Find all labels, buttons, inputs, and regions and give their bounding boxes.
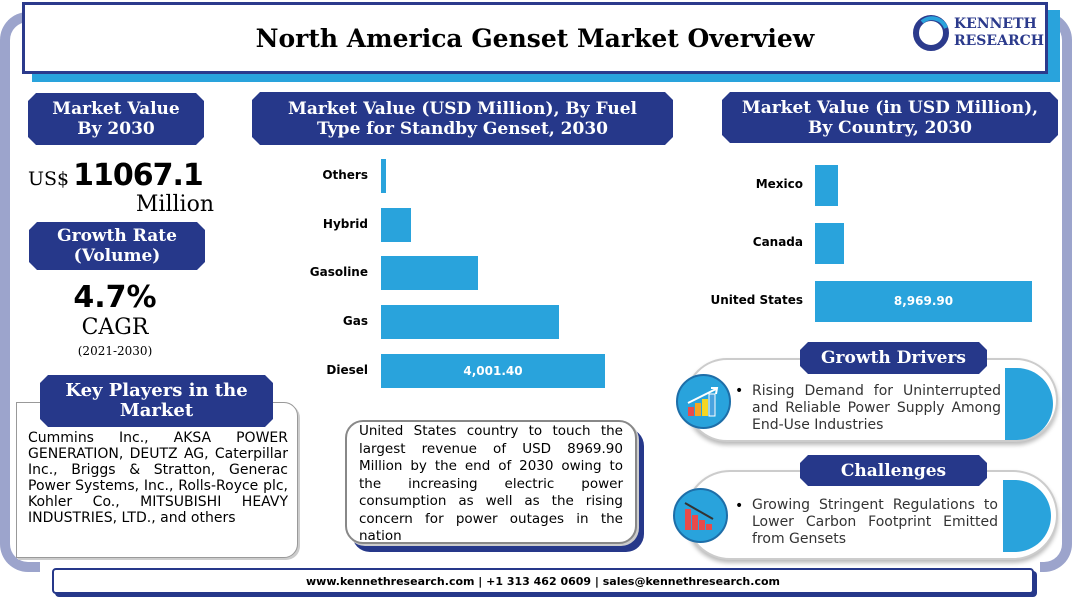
insight-box: United States country to touch the large… — [345, 420, 637, 544]
logo-swirl-icon — [913, 15, 949, 51]
logo-line1: KENNETH — [954, 16, 1037, 32]
footer: www.kennethresearch.com | +1 313 462 060… — [52, 568, 1034, 594]
bar — [815, 222, 845, 264]
bar: 4,001.40 — [381, 353, 605, 388]
tick-label: Hybrid — [322, 216, 368, 231]
tick-label: Gasoline — [309, 265, 368, 280]
data-label: 4,001.40 — [463, 363, 523, 378]
data-label: 8,969.90 — [893, 294, 954, 308]
bar — [381, 207, 411, 242]
tick-label: United States — [710, 293, 803, 307]
insight-text: United States country to touch the large… — [359, 423, 623, 544]
key-players-heading: Key Players in the Market — [40, 375, 273, 427]
bullet: • — [735, 498, 744, 514]
rising-bar-chart-icon — [676, 374, 731, 429]
cagr-period: (2021-2030) — [77, 344, 153, 358]
bullet: • — [735, 383, 744, 399]
tick-label: Mexico — [755, 177, 803, 191]
title-box: North America Genset Market Overview — [22, 2, 1048, 74]
tick-label: Canada — [752, 235, 803, 249]
drivers-text: Rising Demand for Uninterrupted and Reli… — [752, 383, 1001, 433]
logo: KENNETH RESEARCH — [912, 14, 1044, 52]
bar — [381, 305, 560, 340]
key-players-box — [16, 402, 298, 558]
drivers-heading: Growth Drivers — [800, 342, 987, 374]
bar — [815, 164, 838, 206]
challenges-text: Growing Stringent Regulations to Lower C… — [752, 497, 998, 547]
tick-label: Others — [322, 168, 368, 182]
bar — [381, 159, 387, 193]
currency: US$ — [28, 168, 70, 190]
country-chart-title: Market Value (in USD Million), By Countr… — [722, 92, 1058, 143]
market-value-unit: Million — [135, 192, 214, 217]
cagr-label: CAGR — [81, 315, 149, 340]
bar — [381, 256, 479, 291]
page-title: North America Genset Market Overview — [255, 23, 815, 53]
market-value-number: 11067.1 — [73, 158, 204, 193]
challenges-heading: Challenges — [800, 455, 987, 486]
market-value: US$ 11067.1 — [28, 158, 204, 193]
tick-label: Diesel — [326, 362, 368, 377]
frame-left — [0, 12, 40, 572]
fuel-chart-title: Market Value (USD Million), By Fuel Type… — [252, 92, 673, 145]
key-players-list: Cummins Inc., AKSA POWER GENERATION, DEU… — [28, 430, 288, 526]
logo-line2: RESEARCH — [954, 33, 1044, 49]
falling-bar-chart-icon — [673, 488, 728, 543]
tick-label: Gas — [342, 314, 368, 329]
bar: 8,969.90 — [815, 280, 1032, 322]
cagr-value: 4.7% — [73, 280, 157, 315]
market-value-heading: Market Value By 2030 — [28, 93, 204, 145]
footer-contact[interactable]: www.kennethresearch.com | +1 313 462 060… — [306, 574, 780, 588]
growth-heading: Growth Rate (Volume) — [29, 222, 205, 270]
